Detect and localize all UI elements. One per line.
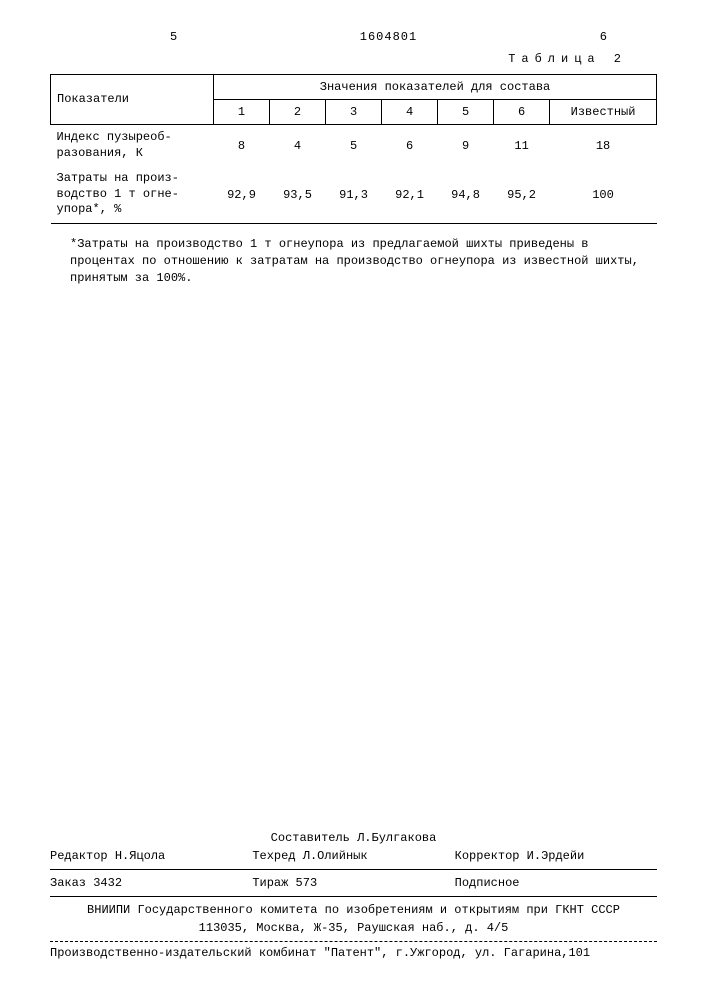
org-line1: ВНИИПИ Государственного комитета по изоб… xyxy=(50,901,657,919)
row-label-2: Затраты на произ-водство 1 т огне-упора*… xyxy=(51,166,214,223)
cell: 95,2 xyxy=(494,166,550,223)
header-right-num: 6 xyxy=(600,30,607,44)
cell: 6 xyxy=(382,125,438,167)
cell: 100 xyxy=(550,166,657,223)
cell: 94,8 xyxy=(438,166,494,223)
cell: 5 xyxy=(326,125,382,167)
credits-row: Редактор Н.Яцола Техред Л.Олийнык Коррек… xyxy=(50,847,657,865)
subcol-4: 4 xyxy=(382,100,438,125)
header-left-num: 5 xyxy=(170,30,177,44)
editor-label: Редактор xyxy=(50,849,108,863)
subcol-7: Известный xyxy=(550,100,657,125)
techred-label: Техред xyxy=(252,849,295,863)
circulation-label: Тираж xyxy=(252,876,288,890)
subcol-2: 2 xyxy=(270,100,326,125)
footnote: *Затраты на производство 1 т огнеупора и… xyxy=(50,236,657,286)
compiler-label: Составитель xyxy=(271,831,350,845)
page-header: 5 1604801 6 xyxy=(50,30,657,44)
subcol-6: 6 xyxy=(494,100,550,125)
subcol-3: 3 xyxy=(326,100,382,125)
editor-name: Н.Яцола xyxy=(115,849,165,863)
order-row: Заказ 3432 Тираж 573 Подписное xyxy=(50,874,657,892)
publisher-line: Производственно-издательский комбинат "П… xyxy=(50,946,657,960)
table-row: Затраты на произ-водство 1 т огне-упора*… xyxy=(51,166,657,223)
table-caption: Таблица 2 xyxy=(50,52,657,66)
org-line2: 113035, Москва, Ж-35, Раушская наб., д. … xyxy=(50,919,657,937)
subscription: Подписное xyxy=(455,876,520,890)
subcol-1: 1 xyxy=(214,100,270,125)
col-header-main: Показатели xyxy=(51,75,214,125)
order-num: 3432 xyxy=(93,876,122,890)
cell: 11 xyxy=(494,125,550,167)
document-number: 1604801 xyxy=(360,30,417,44)
compiler-name: Л.Булгакова xyxy=(357,831,436,845)
techred-name: Л.Олийнык xyxy=(303,849,368,863)
cell: 8 xyxy=(214,125,270,167)
compiler-line: Составитель Л.Булгакова xyxy=(50,829,657,847)
footer-block: Составитель Л.Булгакова Редактор Н.Яцола… xyxy=(50,829,657,960)
cell: 92,9 xyxy=(214,166,270,223)
table-row: Индекс пузыреоб-разования, К 8 4 5 6 9 1… xyxy=(51,125,657,167)
cell: 93,5 xyxy=(270,166,326,223)
subcol-5: 5 xyxy=(438,100,494,125)
cell: 9 xyxy=(438,125,494,167)
cell: 91,3 xyxy=(326,166,382,223)
order-label: Заказ xyxy=(50,876,86,890)
corrector-label: Корректор xyxy=(455,849,520,863)
data-table: Показатели Значения показателей для сост… xyxy=(50,74,657,224)
cell: 92,1 xyxy=(382,166,438,223)
cell: 18 xyxy=(550,125,657,167)
corrector-name: И.Эрдейи xyxy=(527,849,585,863)
col-header-span: Значения показателей для состава xyxy=(214,75,657,100)
circulation-num: 573 xyxy=(296,876,318,890)
row-label-1: Индекс пузыреоб-разования, К xyxy=(51,125,214,167)
cell: 4 xyxy=(270,125,326,167)
